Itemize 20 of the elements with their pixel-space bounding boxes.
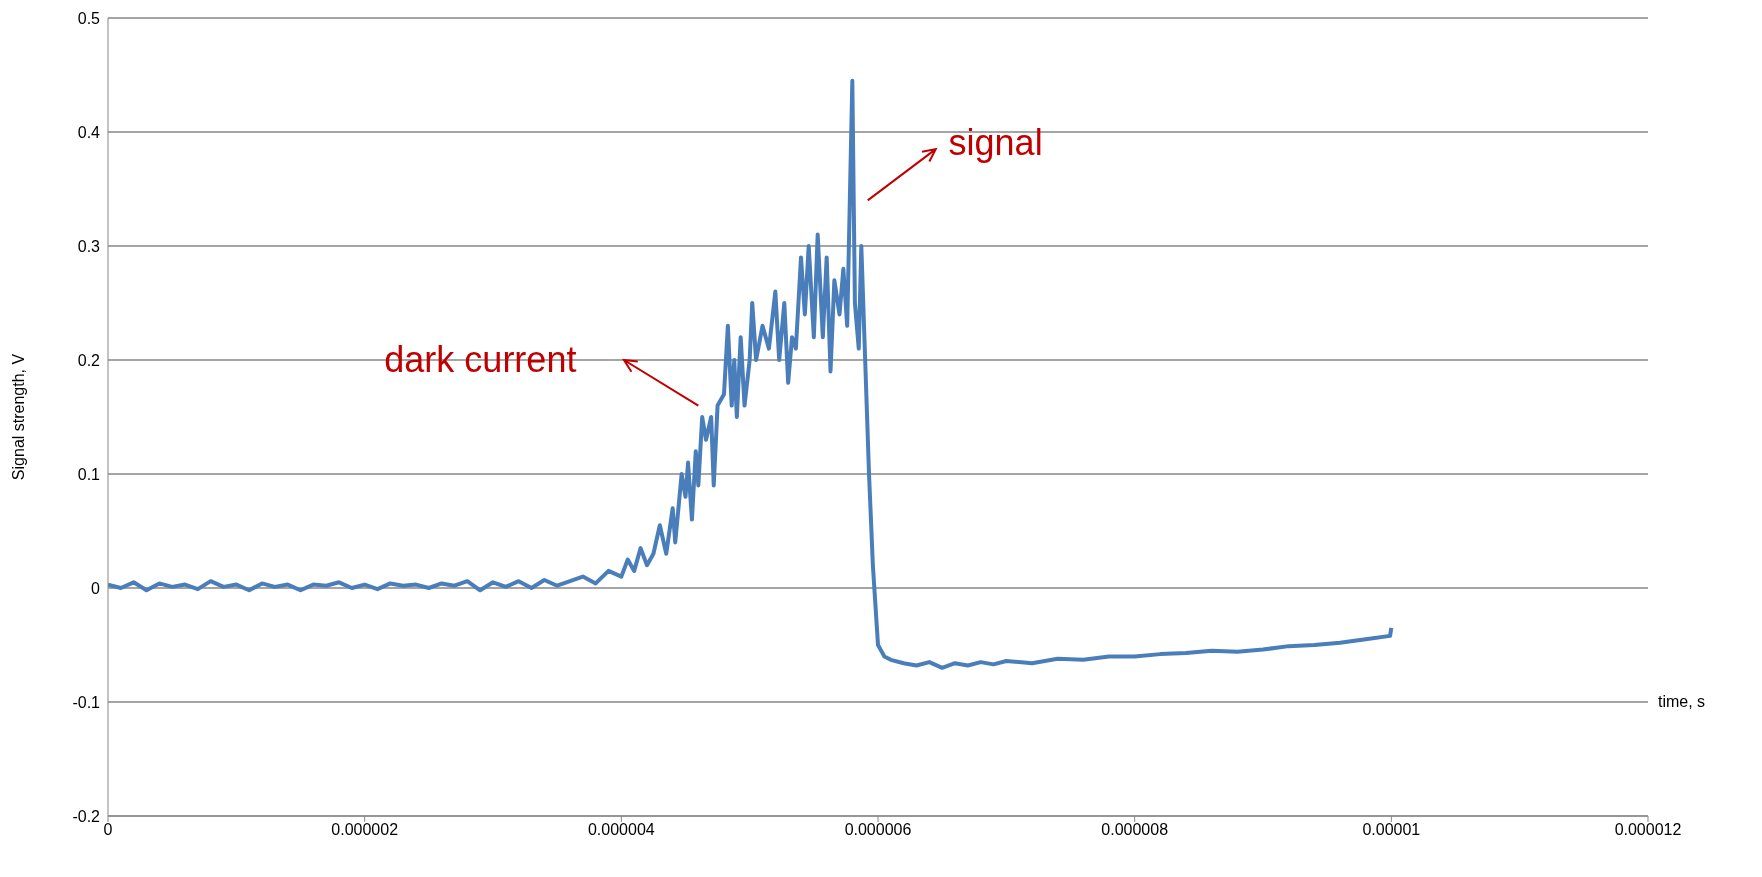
y-tick-label: 0.5: [77, 9, 101, 27]
y-tick-label: 0.2: [77, 351, 101, 369]
y-axis-title: Signal strength, V: [9, 353, 27, 481]
x-axis-title: time, s: [1658, 693, 1706, 710]
y-tick-label: 0.1: [77, 465, 101, 483]
x-tick-label: 0.00001: [1362, 821, 1421, 839]
y-tick-label: 0: [91, 579, 101, 597]
y-tick-label: -0.1: [72, 693, 101, 711]
x-tick-label: 0.000012: [1614, 821, 1682, 839]
x-tick-label: 0.000008: [1101, 821, 1169, 839]
line-series: [108, 78, 1394, 670]
x-tick-label: 0.000002: [331, 821, 399, 839]
x-tick-label: 0.000006: [844, 821, 912, 839]
y-tick-label: -0.2: [72, 807, 101, 825]
x-tick-label: 0.000004: [587, 821, 655, 839]
annotation: signal: [948, 122, 1043, 164]
x-tick-label: 0: [103, 821, 113, 839]
y-tick-label: 0.4: [77, 123, 101, 141]
annotation: dark current: [384, 339, 577, 380]
y-tick-label: 0.3: [77, 237, 101, 255]
